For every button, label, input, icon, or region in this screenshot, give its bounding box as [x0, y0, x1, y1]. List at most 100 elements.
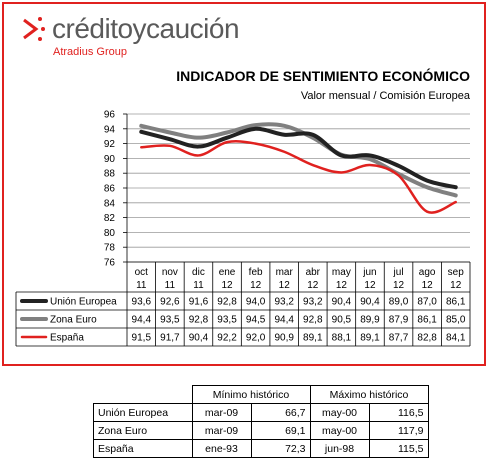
- historic-min-header: Mínimo histórico: [191, 385, 311, 404]
- data-label: 94,4: [132, 315, 152, 326]
- x-tick-label: 12: [250, 280, 262, 291]
- historic-series-name: Unión Europea: [93, 403, 193, 422]
- chart-frame: [2, 2, 486, 366]
- historic-series-name: Zona Euro: [93, 421, 193, 440]
- data-label: 94,4: [274, 315, 294, 326]
- x-tick-label: mar: [276, 267, 294, 278]
- data-label: 90,5: [332, 315, 352, 326]
- x-tick-label: 11: [136, 280, 147, 291]
- data-label: 89,1: [360, 333, 380, 344]
- data-label: 86,1: [446, 297, 466, 308]
- data-label: 93,2: [274, 297, 294, 308]
- data-label: 85,0: [446, 315, 466, 326]
- data-label: 94,5: [246, 315, 266, 326]
- x-tick-label: ene: [219, 267, 236, 278]
- chart-subtitle: Valor mensual / Comisión Europea: [300, 90, 470, 102]
- data-label: 92,8: [217, 297, 237, 308]
- brand-name: créditoycaución: [52, 13, 240, 44]
- y-tick-label: 86: [104, 184, 116, 195]
- data-label: 93,5: [160, 315, 180, 326]
- data-label: 92,0: [246, 333, 266, 344]
- x-tick-label: 12: [279, 280, 291, 291]
- historic-min-value: 69,1: [250, 421, 311, 440]
- historic-max-value: 116,5: [368, 403, 429, 422]
- data-label: 91,7: [160, 333, 180, 344]
- x-tick-label: dic: [192, 267, 205, 278]
- x-tick-label: 12: [307, 280, 319, 291]
- line-chart: 96 94 92 90 88 86 84 82 80 78 76 oct 11 nov 11 dic 11 ene…: [15, 110, 471, 347]
- data-label: 91,5: [132, 333, 152, 344]
- data-label: 90,4: [360, 297, 380, 308]
- x-tick-label: 12: [422, 280, 434, 291]
- data-label: 93,5: [217, 315, 237, 326]
- y-tick-label: 94: [104, 124, 116, 135]
- chart-title: INDICADOR DE SENTIMIENTO ECONÓMICO: [176, 68, 470, 84]
- x-tick-label: 12: [336, 280, 348, 291]
- data-label: 84,1: [446, 333, 466, 344]
- y-tick-label: 76: [104, 258, 116, 269]
- historic-header-row: Mínimo histórico Máximo histórico: [94, 385, 429, 404]
- historic-row: Unión Europea mar-09 66,7 may-00 116,5: [93, 403, 429, 422]
- x-tick-label: jun: [362, 267, 376, 278]
- historic-min-date: mar-09: [191, 403, 252, 422]
- x-tick-label: oct: [135, 267, 149, 278]
- brand-group: Atradius Group: [53, 46, 127, 58]
- x-tick-label: 11: [193, 280, 204, 291]
- data-label: 90,4: [332, 297, 352, 308]
- data-label: 91,6: [189, 297, 209, 308]
- data-label: 86,1: [417, 315, 437, 326]
- historic-row: Zona Euro mar-09 69,1 may-00 117,9: [93, 421, 429, 440]
- data-label: 82,8: [417, 333, 437, 344]
- historic-max-value: 115,5: [368, 439, 429, 458]
- data-label: 92,6: [160, 297, 180, 308]
- historic-row: España ene-93 72,3 jun-98 115,5: [93, 439, 429, 458]
- historic-max-date: may-00: [309, 403, 370, 422]
- y-tick-label: 78: [104, 243, 116, 254]
- historic-min-date: ene-93: [191, 439, 252, 458]
- data-label: 93,2: [303, 297, 323, 308]
- data-label: 92,8: [303, 315, 323, 326]
- data-label: 87,0: [417, 297, 437, 308]
- historic-min-value: 66,7: [250, 403, 311, 422]
- x-tick-label: ago: [419, 267, 436, 278]
- historic-max-header: Máximo histórico: [309, 385, 429, 404]
- historic-max-value: 117,9: [368, 421, 429, 440]
- data-label: 90,4: [189, 333, 209, 344]
- data-label: 88,1: [332, 333, 352, 344]
- x-tick-label: 12: [221, 280, 233, 291]
- data-label: 87,9: [389, 315, 409, 326]
- x-tick-label: 11: [165, 280, 176, 291]
- y-tick-label: 96: [104, 110, 116, 121]
- data-label: 92,2: [217, 333, 237, 344]
- y-tick-label: 80: [104, 228, 116, 239]
- y-tick-label: 90: [104, 154, 116, 165]
- y-tick-label: 82: [104, 213, 116, 224]
- data-label: 89,0: [389, 297, 409, 308]
- historic-max-date: jun-98: [309, 439, 370, 458]
- historic-min-value: 72,3: [250, 439, 311, 458]
- x-tick-label: 12: [364, 280, 376, 291]
- historic-min-date: mar-09: [191, 421, 252, 440]
- y-tick-label: 84: [104, 198, 116, 209]
- series-line-0: [139, 126, 458, 190]
- historic-max-date: may-00: [309, 421, 370, 440]
- series-line-2: [140, 140, 457, 214]
- data-label: 94,0: [246, 297, 266, 308]
- x-tick-label: sep: [448, 267, 465, 278]
- x-tick-label: 12: [393, 280, 405, 291]
- x-tick-label: nov: [162, 267, 178, 278]
- y-tick-label: 88: [104, 169, 116, 180]
- data-label: 93,6: [132, 297, 152, 308]
- data-label: 92,8: [189, 315, 209, 326]
- x-tick-label: abr: [306, 267, 321, 278]
- x-tick-label: may: [332, 267, 351, 278]
- legend-label: España: [50, 333, 84, 344]
- y-tick-label: 92: [104, 139, 116, 150]
- data-label: 87,7: [389, 333, 409, 344]
- series-line-1: [139, 122, 458, 198]
- brand-arrow-icon: [23, 17, 45, 41]
- data-label: 90,9: [274, 333, 294, 344]
- legend-label: Unión Europea: [50, 297, 117, 308]
- historic-table: Mínimo histórico Máximo histórico Unión …: [93, 385, 429, 458]
- x-tick-label: jul: [393, 267, 404, 278]
